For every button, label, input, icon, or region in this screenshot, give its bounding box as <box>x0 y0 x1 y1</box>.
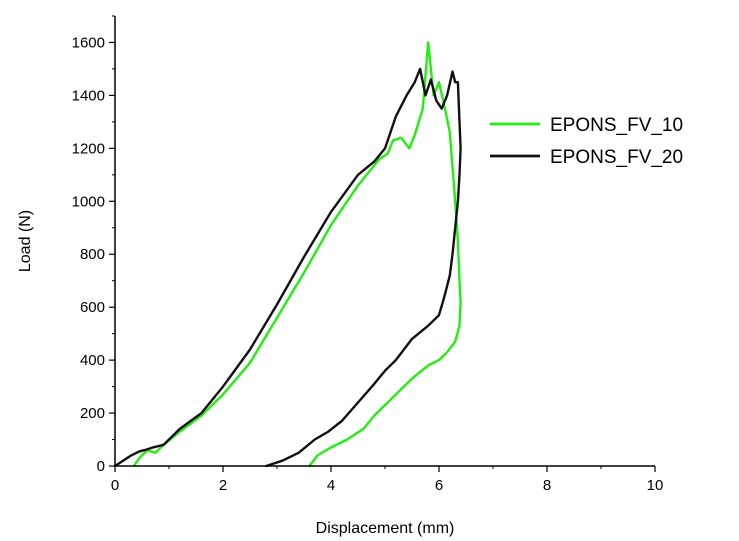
y-tick-label: 400 <box>80 352 105 369</box>
x-tick-label: 8 <box>543 477 551 494</box>
x-axis-title: Displacement (mm) <box>316 520 455 537</box>
y-tick-label: 1600 <box>72 34 105 51</box>
x-tick-label: 4 <box>327 477 335 494</box>
legend-label-1: EPONS_FV_10 <box>550 115 683 136</box>
y-tick-label: 800 <box>80 246 105 263</box>
y-axis-title: Load (N) <box>17 210 34 272</box>
x-tick-label: 6 <box>435 477 443 494</box>
y-tick-label: 200 <box>80 405 105 422</box>
y-tick-label: 0 <box>97 458 105 475</box>
plot-lines <box>113 41 462 468</box>
y-tick-label: 600 <box>80 299 105 316</box>
legend-label-2: EPONS_FV_20 <box>550 147 683 168</box>
axes: 0 2 4 6 8 10 0 200 400 600 800 1000 1200 1400 1600 <box>72 15 664 494</box>
y-tick-label: 1200 <box>72 140 105 157</box>
x-tick-label: 0 <box>111 477 119 494</box>
y-tick-label: 1400 <box>72 87 105 104</box>
x-tick-label: 10 <box>647 477 664 494</box>
y-tick-label: 1000 <box>72 193 105 210</box>
x-tick-label: 2 <box>219 477 227 494</box>
legend: EPONS_FV_10 EPONS_FV_20 <box>490 115 683 168</box>
series-line-2 <box>113 67 462 468</box>
series-line-1 <box>132 41 462 468</box>
